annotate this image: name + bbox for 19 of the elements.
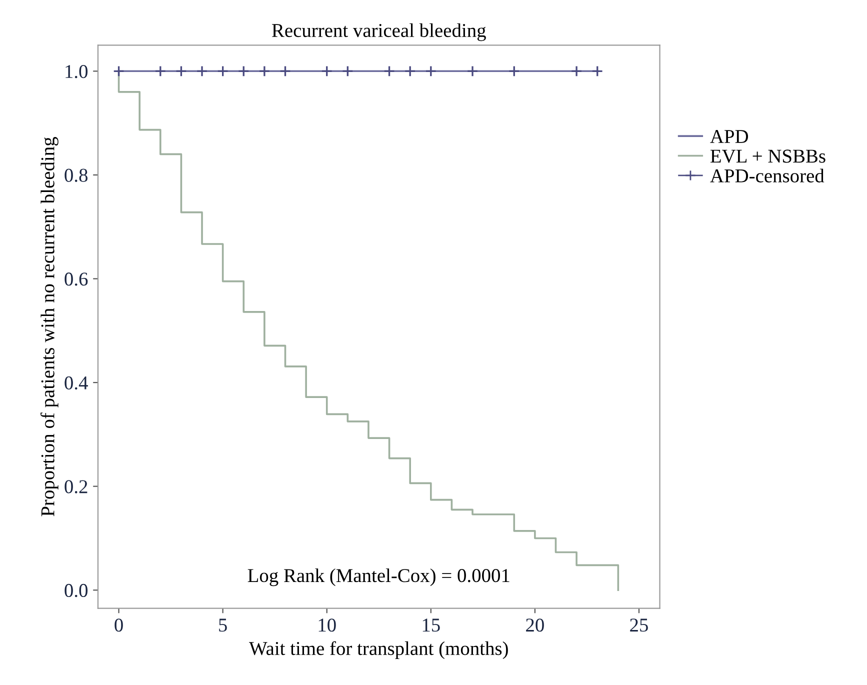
- x-tick-label: 5: [219, 618, 227, 632]
- x-tick-label: 10: [318, 618, 336, 632]
- y-axis-title: Proportion of patients with no recurrent bleeding: [40, 137, 58, 516]
- chart-title: Recurrent variceal bleeding: [272, 23, 486, 42]
- y-tick-label: 0.2: [64, 480, 88, 494]
- y-tick-label: 0.8: [64, 168, 88, 182]
- y-tick-label: 0.0: [64, 584, 88, 598]
- legend-label: EVL + NSBBs: [710, 150, 826, 163]
- x-tick-label: 20: [526, 618, 544, 632]
- x-tick-label: 25: [630, 618, 648, 632]
- legend-label: APD: [710, 130, 748, 143]
- y-tick-label: 0.4: [64, 376, 88, 390]
- x-axis-title: Wait time for transplant (months): [249, 641, 508, 660]
- x-tick-label: 15: [422, 618, 440, 632]
- x-tick-label: 0: [114, 618, 123, 632]
- y-tick-label: 1.0: [66, 64, 88, 78]
- legend-label: APD-censored: [710, 168, 824, 182]
- y-tick-label: 0.6: [64, 272, 88, 286]
- annotation: Log Rank (Mantel-Cox) = 0.0001: [248, 568, 510, 586]
